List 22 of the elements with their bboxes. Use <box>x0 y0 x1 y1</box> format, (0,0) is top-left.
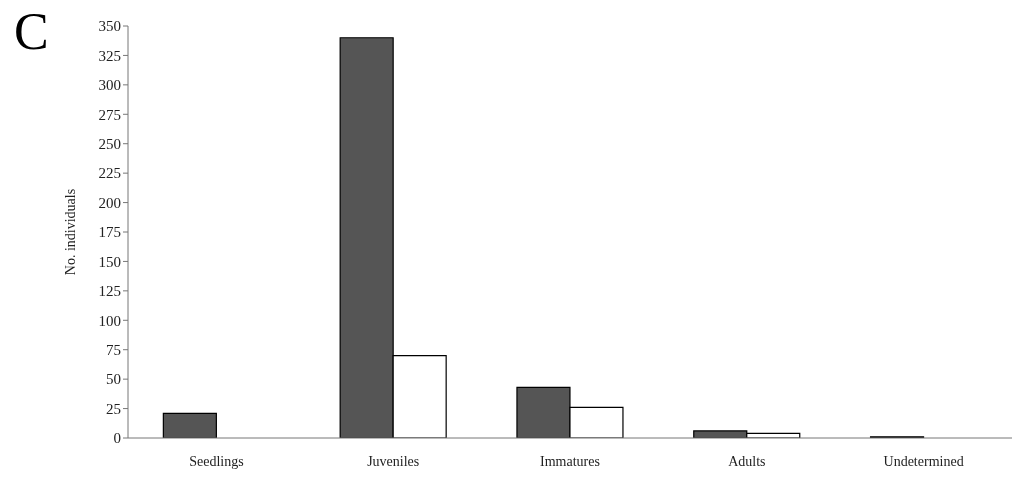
x-tick-label: Immatures <box>540 453 600 469</box>
y-tick-label: 325 <box>98 47 121 64</box>
y-tick-label: 350 <box>98 18 121 35</box>
y-tick-label: 100 <box>98 312 121 329</box>
x-tick-label: Seedlings <box>189 453 244 469</box>
y-tick-label: 200 <box>98 194 121 211</box>
y-tick-label: 150 <box>98 253 121 270</box>
y-tick-label: 225 <box>98 165 121 182</box>
x-tick-label: Juveniles <box>367 453 420 469</box>
y-tick-label: 175 <box>98 224 121 241</box>
y-axis-title: No. individuals <box>62 188 78 276</box>
y-tick-label: 75 <box>106 342 121 359</box>
y-tick-label: 125 <box>98 283 121 300</box>
y-tick-label: 50 <box>106 371 121 388</box>
x-tick-label: Undetermined <box>883 453 964 469</box>
y-tick-label: 250 <box>98 136 121 153</box>
chart-title: C <box>14 2 49 61</box>
y-tick-label: 25 <box>106 400 121 417</box>
y-tick-label: 0 <box>113 430 121 447</box>
y-tick-label: 300 <box>98 77 121 94</box>
x-tick-label: Adults <box>728 453 766 469</box>
y-tick-label: 275 <box>98 106 121 123</box>
